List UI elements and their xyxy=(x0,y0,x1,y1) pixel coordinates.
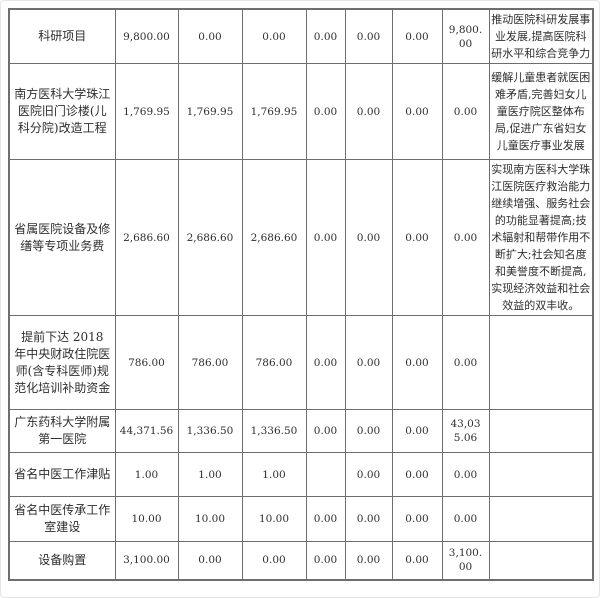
table-row: 广东药科大学附属第一医院 44,371.56 1,336.50 1,336.50… xyxy=(8,409,594,453)
value-cell: 1,769.95 xyxy=(114,63,179,160)
value-cell: 1,769.95 xyxy=(241,63,307,160)
project-name-cell: 省名中医工作津贴 xyxy=(8,452,116,497)
value-cell: 0.00 xyxy=(391,63,443,160)
project-name-cell: 南方医科大学珠江医院旧门诊楼(儿科分院)改造工程 xyxy=(8,63,116,160)
value-cell: 3,100.00 xyxy=(441,541,490,580)
value-cell: 1,769.95 xyxy=(177,63,243,160)
description-cell: 缓解儿童患者就医困难矛盾,完善妇女儿童医疗院区整体布局,促进广东省妇女儿童医疗事… xyxy=(488,63,594,160)
value-cell: 0.00 xyxy=(344,496,393,542)
value-cell: 2,686.60 xyxy=(241,159,307,316)
project-name-cell: 科研项目 xyxy=(8,8,116,64)
value-cell: 0.00 xyxy=(344,8,393,64)
value-cell: 0.00 xyxy=(441,315,490,410)
table-row: 省名中医工作津贴 1.00 1.00 1.00 0.00 0.00 0.00 xyxy=(8,452,594,497)
value-cell: 0.00 xyxy=(344,452,393,497)
value-cell: 0.00 xyxy=(305,496,346,542)
value-cell: 0.00 xyxy=(391,452,443,497)
value-cell: 0.00 xyxy=(305,541,346,580)
value-cell: 0.00 xyxy=(391,541,443,580)
value-cell: 9,800.00 xyxy=(114,8,179,64)
table-row: 提前下达 2018 年中央财政住院医师(含专科医师)规范化培训补助资金 786.… xyxy=(8,315,594,410)
value-cell: 0.00 xyxy=(441,63,490,160)
value-cell: 0.00 xyxy=(177,541,243,580)
value-cell: 0.00 xyxy=(441,496,490,542)
project-name-cell: 省名中医传承工作室建设 xyxy=(8,496,116,542)
table-row: 南方医科大学珠江医院旧门诊楼(儿科分院)改造工程 1,769.95 1,769.… xyxy=(8,63,594,160)
value-cell: 0.00 xyxy=(344,409,393,453)
description-cell xyxy=(488,452,594,497)
value-cell: 1,336.50 xyxy=(177,409,243,453)
value-cell: 0.00 xyxy=(241,8,307,64)
value-cell: 0.00 xyxy=(344,541,393,580)
description-cell xyxy=(488,315,594,410)
value-cell: 1.00 xyxy=(177,452,243,497)
value-cell: 0.00 xyxy=(391,496,443,542)
value-cell: 1.00 xyxy=(241,452,307,497)
value-cell: 0.00 xyxy=(391,315,443,410)
project-name-cell: 设备购置 xyxy=(8,541,116,580)
value-cell: 0.00 xyxy=(241,541,307,580)
value-cell: 0.00 xyxy=(441,159,490,316)
value-cell: 2,686.60 xyxy=(114,159,179,316)
description-cell: 实现南方医科大学珠江医院医疗救治能力继续增强、服务社会的功能显著提高;技术辐射和… xyxy=(488,159,594,316)
value-cell: 0.00 xyxy=(305,8,346,64)
value-cell: 786.00 xyxy=(241,315,307,410)
value-cell: 0.00 xyxy=(344,159,393,316)
value-cell: 9,800.00 xyxy=(441,8,490,64)
table-row: 设备购置 3,100.00 0.00 0.00 0.00 0.00 0.00 3… xyxy=(8,541,594,580)
value-cell xyxy=(305,452,346,497)
value-cell: 0.00 xyxy=(305,315,346,410)
value-cell: 2,686.60 xyxy=(177,159,243,316)
value-cell: 10.00 xyxy=(114,496,179,542)
description-cell xyxy=(488,496,594,542)
value-cell: 0.00 xyxy=(391,409,443,453)
value-cell: 0.00 xyxy=(344,63,393,160)
value-cell: 0.00 xyxy=(344,315,393,410)
value-cell: 43,035.06 xyxy=(441,409,490,453)
value-cell: 1,336.50 xyxy=(241,409,307,453)
project-name-cell: 广东药科大学附属第一医院 xyxy=(8,409,116,453)
value-cell: 0.00 xyxy=(305,409,346,453)
value-cell: 3,100.00 xyxy=(114,541,179,580)
value-cell: 0.00 xyxy=(305,159,346,316)
value-cell: 44,371.56 xyxy=(114,409,179,453)
value-cell: 1.00 xyxy=(114,452,179,497)
table-row: 省名中医传承工作室建设 10.00 10.00 10.00 0.00 0.00 … xyxy=(8,496,594,542)
description-cell xyxy=(488,541,594,580)
value-cell: 786.00 xyxy=(177,315,243,410)
description-cell xyxy=(488,409,594,453)
value-cell: 0.00 xyxy=(441,452,490,497)
table-row: 科研项目 9,800.00 0.00 0.00 0.00 0.00 0.00 9… xyxy=(8,8,594,64)
value-cell: 0.00 xyxy=(391,159,443,316)
value-cell: 10.00 xyxy=(241,496,307,542)
value-cell: 0.00 xyxy=(305,63,346,160)
value-cell: 0.00 xyxy=(177,8,243,64)
description-cell: 推动医院科研发展事业发展,提高医院科研水平和综合竞争力 xyxy=(488,8,594,64)
project-name-cell: 提前下达 2018 年中央财政住院医师(含专科医师)规范化培训补助资金 xyxy=(8,315,116,410)
budget-table: 科研项目 9,800.00 0.00 0.00 0.00 0.00 0.00 9… xyxy=(8,8,594,581)
project-name-cell: 省属医院设备及修缮等专项业务费 xyxy=(8,159,116,316)
value-cell: 0.00 xyxy=(391,8,443,64)
table-row: 省属医院设备及修缮等专项业务费 2,686.60 2,686.60 2,686.… xyxy=(8,159,594,316)
value-cell: 786.00 xyxy=(114,315,179,410)
value-cell: 10.00 xyxy=(177,496,243,542)
